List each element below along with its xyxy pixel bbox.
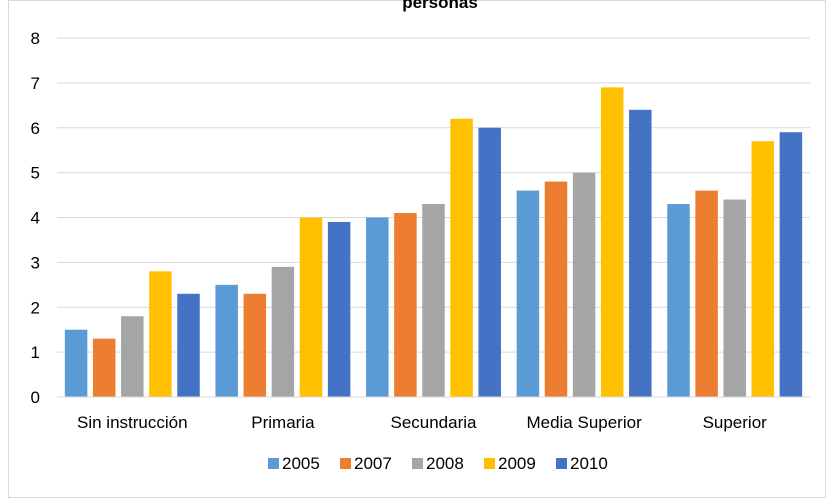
y-tick-label: 6	[31, 119, 40, 138]
bar-2007-2	[394, 213, 417, 397]
bars	[64, 87, 803, 398]
bar-2010-0	[177, 293, 200, 397]
bar-2010-4	[779, 132, 803, 398]
x-tick-label: Media Superior	[526, 413, 642, 432]
bar-2009-1	[299, 217, 323, 397]
legend-label-2008: 2008	[426, 454, 464, 473]
bar-2010-1	[327, 221, 351, 397]
y-tick-label: 8	[31, 29, 40, 48]
bar-2009-3	[600, 87, 624, 398]
bar-2005-3	[516, 190, 540, 397]
bar-2010-3	[629, 109, 652, 398]
bar-2010-2	[478, 127, 501, 397]
legend-swatch-2007	[340, 458, 351, 469]
bar-2005-1	[215, 284, 238, 397]
legend-label-2007: 2007	[354, 454, 392, 473]
bar-2008-4	[723, 199, 746, 397]
x-tick-label: Secundaria	[390, 413, 477, 432]
y-tick-label: 3	[31, 253, 40, 272]
bar-2008-1	[271, 266, 295, 397]
legend-swatch-2005	[268, 458, 279, 469]
x-tick-label: Primaria	[251, 413, 315, 432]
y-axis: 0 1 2 3 4 5 6 7 8	[31, 29, 40, 407]
chart-title: personas	[402, 0, 478, 12]
bar-2009-4	[751, 141, 775, 397]
x-tick-label: Superior	[703, 413, 768, 432]
bar-2005-0	[64, 329, 88, 397]
y-tick-label: 0	[31, 388, 40, 407]
legend: 2005 2007 2008 2009 2010	[268, 454, 608, 473]
bar-2008-0	[121, 316, 144, 397]
y-tick-label: 4	[31, 209, 40, 228]
legend-swatch-2010	[556, 458, 567, 469]
bar-2007-4	[695, 190, 718, 397]
bar-2007-1	[243, 293, 267, 397]
bar-2009-2	[450, 118, 473, 398]
y-tick-label: 5	[31, 164, 40, 183]
legend-swatch-2008	[412, 458, 423, 469]
legend-swatch-2009	[484, 458, 495, 469]
legend-label-2005: 2005	[282, 454, 320, 473]
y-tick-label: 7	[31, 74, 40, 93]
legend-label-2009: 2009	[498, 454, 536, 473]
bar-2007-3	[544, 181, 568, 397]
x-tick-label: Sin instrucción	[77, 413, 188, 432]
y-tick-label: 1	[31, 343, 40, 362]
bar-2009-0	[149, 271, 172, 397]
bar-2005-2	[366, 217, 389, 397]
y-tick-label: 2	[31, 298, 40, 317]
bar-2008-3	[572, 172, 596, 397]
legend-label-2010: 2010	[570, 454, 608, 473]
bar-2005-4	[667, 204, 690, 397]
bar-2008-2	[422, 204, 445, 397]
x-axis: Sin instrucción Primaria Secundaria Media S…	[57, 396, 810, 432]
bar-2007-0	[92, 338, 116, 397]
